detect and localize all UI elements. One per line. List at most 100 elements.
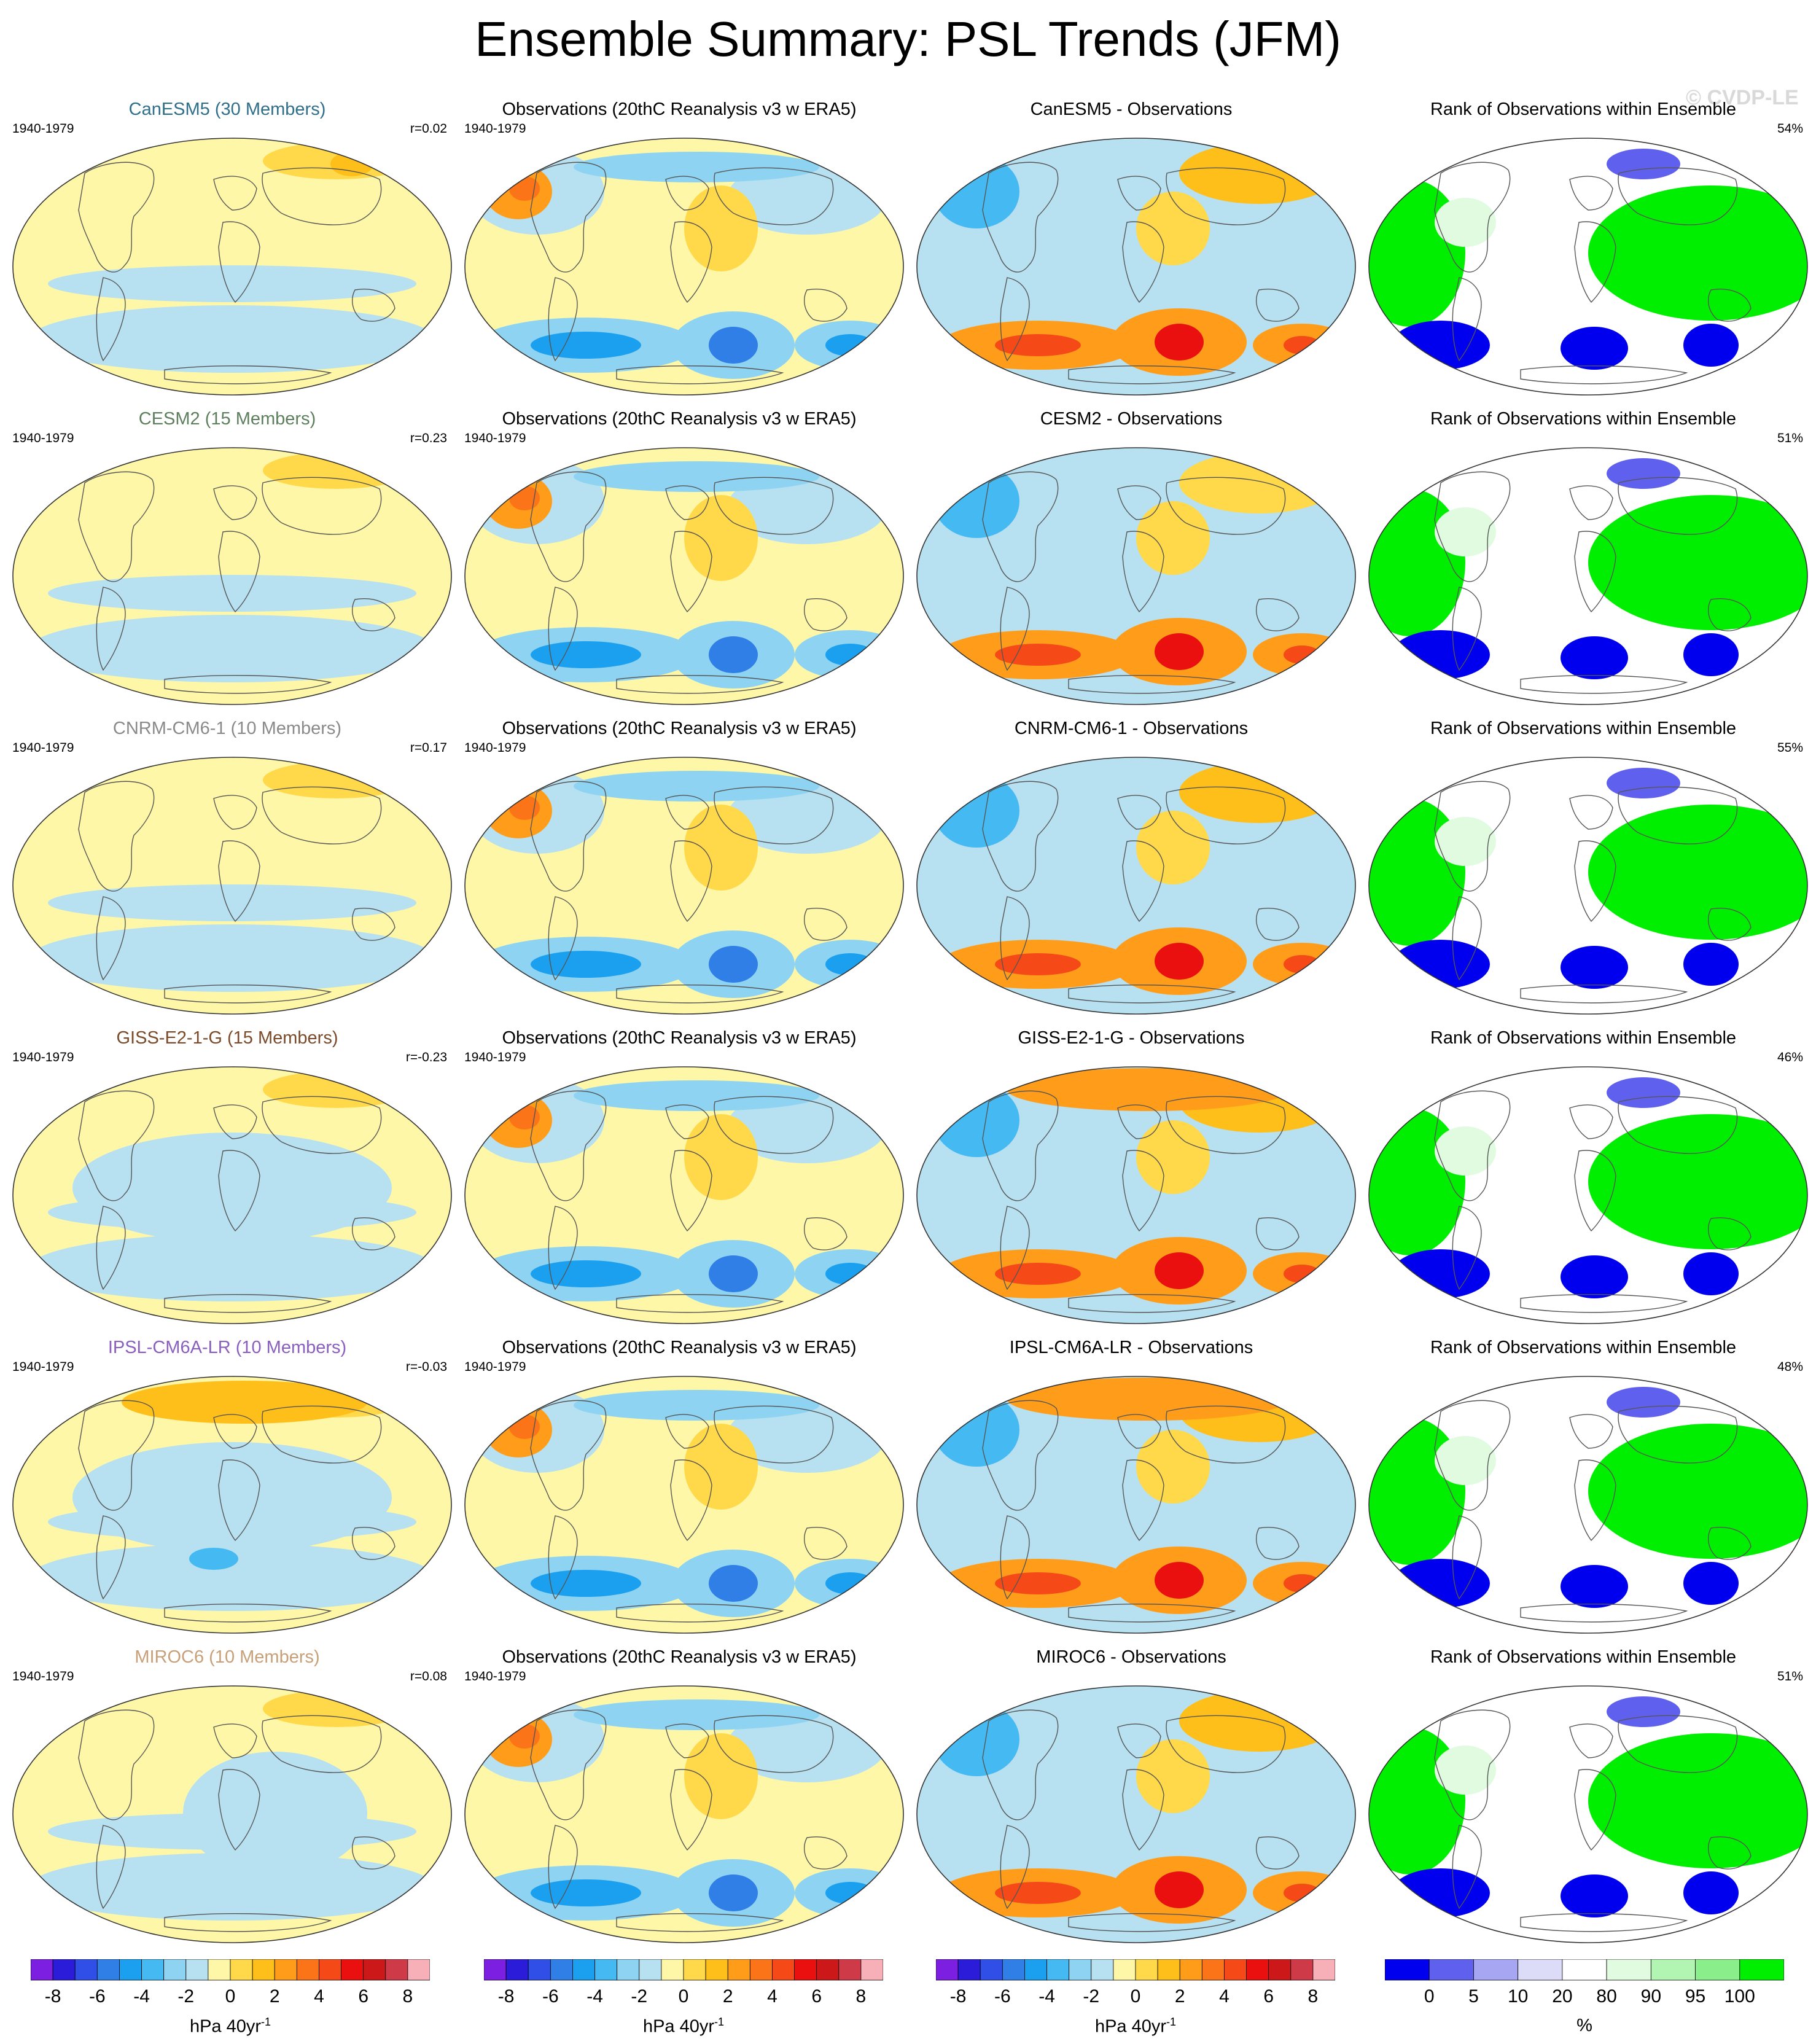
rank-low-region-4 [1607, 1077, 1680, 1108]
coastline [78, 781, 155, 892]
coastline [351, 1217, 396, 1250]
obs-panel: Observations (20thC Reanalysis v3 w ERA5… [452, 98, 906, 407]
period-label: 1940-1979 [464, 122, 526, 136]
arctic-negative [574, 1390, 819, 1421]
coastline [1068, 365, 1236, 384]
colorbar-tick-label: -4 [586, 1986, 603, 2007]
coastline [1166, 1096, 1286, 1154]
colorbar-swatch [1246, 1959, 1269, 1981]
colorbar-swatch [1268, 1959, 1292, 1981]
arctic-positive [1007, 1378, 1290, 1421]
colorbar-tick-label: 5 [1468, 1986, 1479, 2007]
colorbar-tick-label: 2 [1175, 1986, 1185, 2007]
obs-panel: Observations (20thC Reanalysis v3 w ERA5… [452, 1336, 906, 1645]
period-label: 1940-1979 [12, 122, 74, 136]
colorbar-swatch [936, 1959, 959, 1981]
panel-title: CESM2 (15 Members) [138, 409, 316, 429]
coastline [96, 1515, 126, 1600]
map-field [13, 138, 451, 395]
coastline [213, 1723, 257, 1758]
coastline [616, 1293, 784, 1313]
rank-low-region-2 [1561, 327, 1628, 370]
arctic-negative [574, 1699, 819, 1730]
colorbar-swatch [860, 1959, 883, 1981]
coastline [1707, 1836, 1752, 1870]
tropical-positive [684, 1424, 758, 1510]
southern-ocean-negative-2-core [709, 1874, 758, 1911]
coastline [670, 221, 712, 303]
colorbar-tick-label: 8 [1308, 1986, 1319, 2007]
coastline [262, 786, 382, 845]
model-panel: CanESM5 (30 Members) 1940-1979 r=0.02 [0, 98, 454, 407]
panel-title: IPSL-CM6A-LR - Observations [1009, 1338, 1253, 1357]
coastline [1574, 221, 1616, 303]
panel-title: CNRM-CM6-1 (10 Members) [112, 719, 342, 738]
colorbar-units: hPa 40yr-1 [642, 2016, 725, 2037]
period-label: 1940-1979 [12, 1669, 74, 1683]
colorbar-model-trend-svg: -8 -6 -4 -2 0 2 4 6 8 [31, 1959, 430, 2007]
coastline [530, 1400, 607, 1511]
map-globe [1368, 1066, 1808, 1324]
rank-percent: 48% [1777, 1360, 1803, 1374]
coastline [1520, 1293, 1688, 1313]
colorbar-diff-trend: -8 -6 -4 -2 0 2 4 6 8 hPa 40yr-1 [936, 1959, 1335, 2039]
southern-ocean-negative-1-core [531, 641, 641, 668]
coastline [1452, 896, 1482, 981]
coastline [616, 674, 784, 694]
coastline [1569, 795, 1613, 830]
arctic-negative [574, 1080, 819, 1111]
rank-low-region-1 [1392, 630, 1490, 679]
coastline [213, 176, 257, 211]
coastline [982, 1090, 1059, 1201]
tropical-positive [1136, 1430, 1210, 1504]
tropical-negative-band [29, 1853, 435, 1921]
coastline [1122, 1769, 1164, 1851]
colorbar-tick-label: -6 [994, 1986, 1011, 2007]
map-globe [916, 1376, 1356, 1634]
coastline [218, 1150, 260, 1232]
map-globe [12, 1376, 452, 1634]
panel-title: MIROC6 (10 Members) [134, 1647, 320, 1667]
colorbar-swatch [980, 1959, 1003, 1981]
coastline [982, 1709, 1059, 1820]
map-globe [916, 1066, 1356, 1324]
colorbar-swatch [772, 1959, 795, 1981]
map-field [465, 1067, 903, 1324]
tropical-positive [684, 185, 758, 271]
panel-title: Observations (20thC Reanalysis v3 w ERA5… [502, 409, 857, 429]
colorbar-swatch [1739, 1959, 1784, 1981]
coastline [1166, 1405, 1286, 1464]
coastline [1569, 176, 1613, 211]
panel-title: Rank of Observations within Ensemble [1430, 409, 1737, 429]
panel-title: GISS-E2-1-G - Observations [1018, 1028, 1245, 1048]
colorbar-swatch [252, 1959, 275, 1981]
arctic-positive [263, 1071, 410, 1108]
globe-outline [12, 1685, 452, 1943]
colorbar-swatch [484, 1959, 507, 1981]
coastline [1000, 277, 1030, 362]
colorbar-tick-label: 80 [1596, 1986, 1616, 2007]
diff-panel: CanESM5 - Observations [904, 98, 1358, 407]
coastline [1068, 1293, 1236, 1313]
coastline [1707, 289, 1752, 322]
coastline [1618, 167, 1738, 225]
colorbar-tick-label: -4 [1039, 1986, 1055, 2007]
globe-outline [12, 447, 452, 705]
map-globe [464, 757, 904, 1015]
map-field [1369, 138, 1807, 395]
coastline [1569, 485, 1613, 520]
map-field [1369, 1686, 1807, 1943]
colorbar-diff-trend-svg: -8 -6 -4 -2 0 2 4 6 8 [936, 1959, 1335, 2007]
globe-outline [1368, 757, 1808, 1015]
coastline [1574, 1150, 1616, 1232]
globe-outline [12, 757, 452, 1015]
colorbar-swatch [1002, 1959, 1025, 1981]
colorbar-tick-label: 4 [314, 1986, 324, 2007]
tropical-positive [684, 1114, 758, 1200]
rank-percent: 46% [1777, 1050, 1803, 1064]
coastline [78, 1090, 155, 1201]
pattern-correlation: r=0.08 [410, 1669, 447, 1683]
tropical-positive [1136, 811, 1210, 884]
globe-outline [12, 1066, 452, 1324]
rank-low-region-2 [1561, 1874, 1628, 1917]
